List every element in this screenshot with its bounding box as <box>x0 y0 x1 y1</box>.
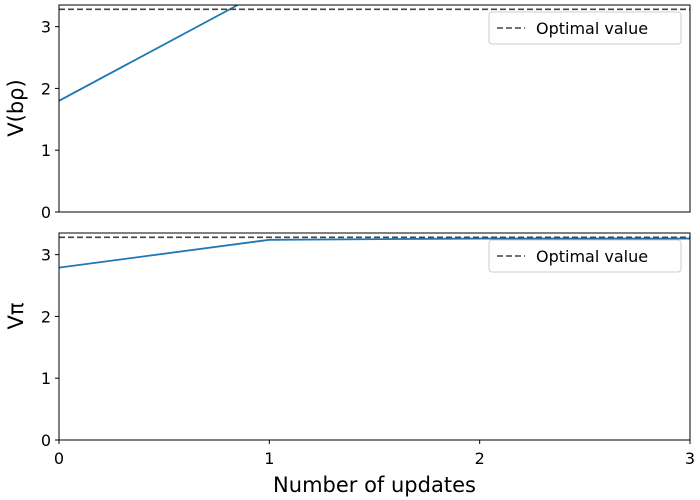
x-tick-label: 1 <box>264 449 274 468</box>
y-tick-label: 2 <box>41 79 51 98</box>
y-tick-label: 3 <box>41 246 51 265</box>
y-axis-label: V(bρ) <box>4 79 28 136</box>
series-line-1 <box>59 237 690 269</box>
legend: Optimal value <box>488 11 682 45</box>
y-tick-label: 0 <box>41 203 51 222</box>
y-tick-label: 1 <box>41 369 51 388</box>
series-line-1 <box>59 5 239 102</box>
y-tick-label: 2 <box>41 307 51 326</box>
legend-box <box>488 11 682 45</box>
legend: Optimal value <box>488 239 682 273</box>
y-tick-label: 3 <box>41 18 51 37</box>
y-tick-label: 1 <box>41 141 51 160</box>
x-axis-label: Number of updates <box>273 473 476 497</box>
legend-label: Optimal value <box>536 19 648 38</box>
axes-frame <box>58 4 691 213</box>
axes-frame <box>58 232 691 441</box>
legend-box <box>488 239 682 273</box>
x-tick-label: 0 <box>54 449 64 468</box>
legend-label: Optimal value <box>536 247 648 266</box>
y-axis-label: Vπ <box>4 302 28 329</box>
chart-panel-1: 0 1 2 3 V(bρ) Optimal value <box>4 4 691 222</box>
y-tick-label: 0 <box>41 431 51 450</box>
x-tick-label: 3 <box>685 449 695 468</box>
chart-panel-2: 0 1 2 3 0 1 2 3 Vπ Number of updates Optimal value <box>4 232 695 497</box>
x-tick-label: 2 <box>475 449 485 468</box>
